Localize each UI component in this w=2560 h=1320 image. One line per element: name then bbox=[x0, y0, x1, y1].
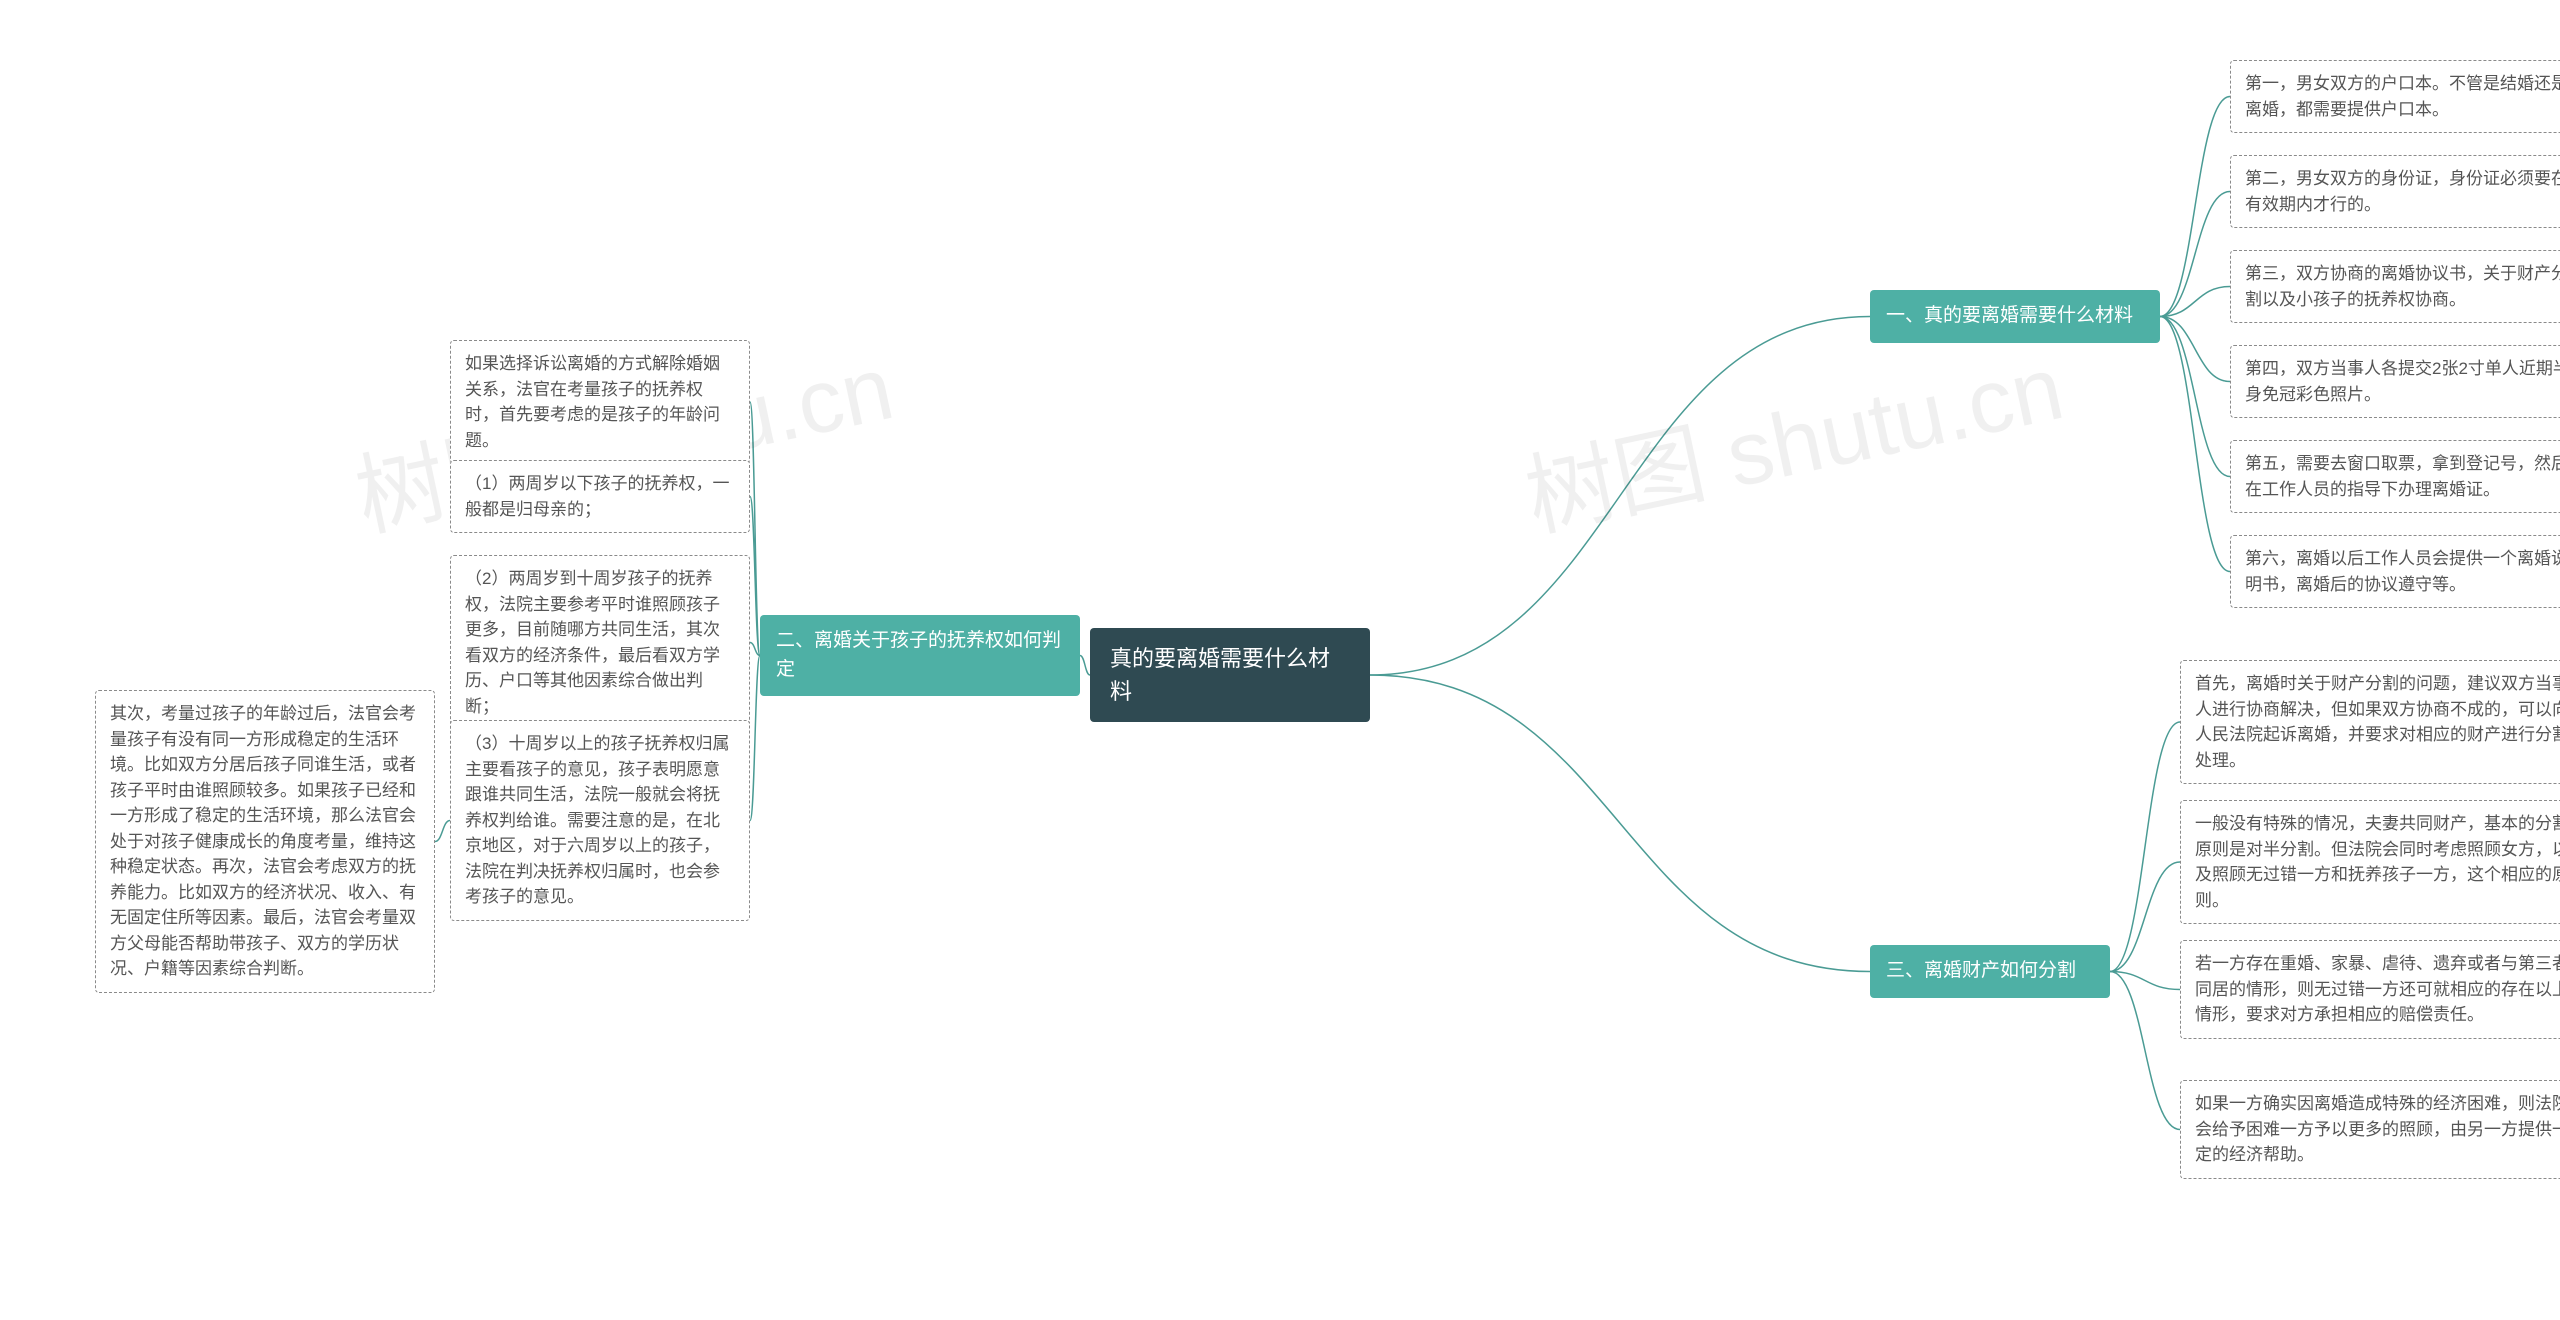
leaf-b1-0: 第一，男女双方的户口本。不管是结婚还是离婚，都需要提供户口本。 bbox=[2230, 60, 2560, 133]
leaf-b3-0: 首先，离婚时关于财产分割的问题，建议双方当事人进行协商解决，但如果双方协商不成的… bbox=[2180, 660, 2560, 784]
leaf-b1-4: 第五，需要去窗口取票，拿到登记号，然后在工作人员的指导下办理离婚证。 bbox=[2230, 440, 2560, 513]
root-node: 真的要离婚需要什么材料 bbox=[1090, 628, 1370, 722]
leaf-b2-1: （1）两周岁以下孩子的抚养权，一般都是归母亲的； bbox=[450, 460, 750, 533]
leaf-b3-3: 如果一方确实因离婚造成特殊的经济困难，则法院会给予困难一方予以更多的照顾，由另一… bbox=[2180, 1080, 2560, 1179]
leaf-b1-1: 第二，男女双方的身份证，身份证必须要在有效期内才行的。 bbox=[2230, 155, 2560, 228]
subleaf-b2-3: 其次，考量过孩子的年龄过后，法官会考量孩子有没有同一方形成稳定的生活环境。比如双… bbox=[95, 690, 435, 993]
leaf-b2-0: 如果选择诉讼离婚的方式解除婚姻关系，法官在考量孩子的抚养权时，首先要考虑的是孩子… bbox=[450, 340, 750, 464]
leaf-b1-2: 第三，双方协商的离婚协议书，关于财产分割以及小孩子的抚养权协商。 bbox=[2230, 250, 2560, 323]
branch-b2: 二、离婚关于孩子的抚养权如何判定 bbox=[760, 615, 1080, 696]
branch-b1: 一、真的要离婚需要什么材料 bbox=[1870, 290, 2160, 343]
leaf-b2-2: （2）两周岁到十周岁孩子的抚养权，法院主要参考平时谁照顾孩子更多，目前随哪方共同… bbox=[450, 555, 750, 730]
leaf-b1-3: 第四，双方当事人各提交2张2寸单人近期半身免冠彩色照片。 bbox=[2230, 345, 2560, 418]
leaf-b2-3: （3）十周岁以上的孩子抚养权归属主要看孩子的意见，孩子表明愿意跟谁共同生活，法院… bbox=[450, 720, 750, 921]
leaf-b3-1: 一般没有特殊的情况，夫妻共同财产，基本的分割原则是对半分割。但法院会同时考虑照顾… bbox=[2180, 800, 2560, 924]
leaf-b1-5: 第六，离婚以后工作人员会提供一个离婚说明书，离婚后的协议遵守等。 bbox=[2230, 535, 2560, 608]
branch-b3: 三、离婚财产如何分割 bbox=[1870, 945, 2110, 998]
watermark-1: 树图 shutu.cn bbox=[1512, 315, 2072, 556]
leaf-b3-2: 若一方存在重婚、家暴、虐待、遗弃或者与第三者同居的情形，则无过错一方还可就相应的… bbox=[2180, 940, 2560, 1039]
